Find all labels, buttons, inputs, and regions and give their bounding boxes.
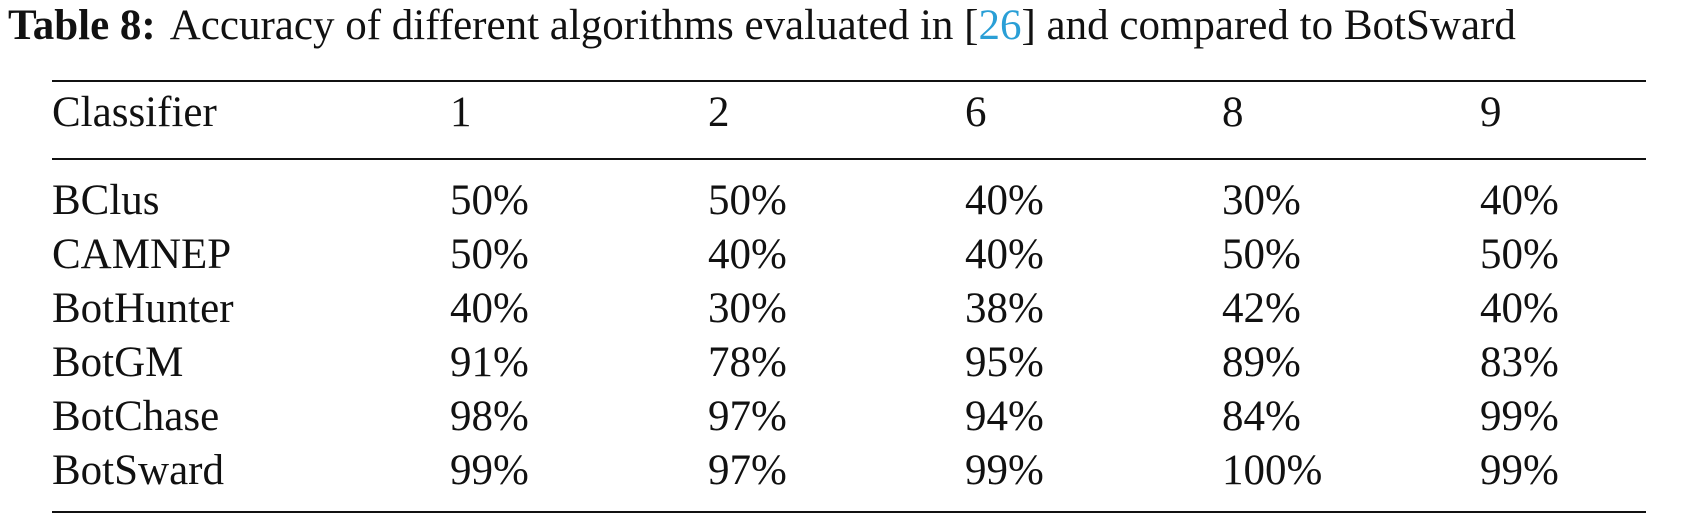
table-cell: 50% (1222, 231, 1301, 278)
top-rule (52, 80, 1646, 82)
table-cell: 89% (1222, 339, 1301, 386)
row-label: BClus (52, 177, 160, 224)
table-cell: 30% (1222, 177, 1301, 224)
table-cell: 83% (1480, 339, 1559, 386)
table-cell: 40% (708, 231, 787, 278)
table-cell: 30% (708, 285, 787, 332)
table-cell: 40% (450, 285, 529, 332)
table-cell: 95% (965, 339, 1044, 386)
header-cell: 2 (708, 89, 730, 136)
table-cell: 40% (1480, 285, 1559, 332)
header-cell: 8 (1222, 89, 1244, 136)
bottom-rule (52, 511, 1646, 513)
header-cell: Classifier (52, 89, 217, 136)
table-cell: 50% (450, 231, 529, 278)
table-cell: 99% (1480, 447, 1559, 494)
table-cell: 40% (965, 231, 1044, 278)
header-cell: 1 (450, 89, 472, 136)
table-cell: 97% (708, 393, 787, 440)
table-cell: 97% (708, 447, 787, 494)
table-cell: 78% (708, 339, 787, 386)
table-cell: 50% (450, 177, 529, 224)
table-cell: 40% (1480, 177, 1559, 224)
table-cell: 99% (1480, 393, 1559, 440)
table-cell: 91% (450, 339, 529, 386)
table-cell: 50% (1480, 231, 1559, 278)
row-label: BotSward (52, 447, 224, 494)
table-cell: 94% (965, 393, 1044, 440)
row-label: BotHunter (52, 285, 234, 332)
citation-link[interactable]: 26 (978, 2, 1022, 49)
mid-rule (52, 158, 1646, 160)
table-cell: 100% (1222, 447, 1323, 494)
table-caption: Table 8: Accuracy of different algorithms… (8, 0, 1516, 52)
table-cell: 98% (450, 393, 529, 440)
caption-label: Table 8: (8, 2, 156, 49)
row-label: CAMNEP (52, 231, 232, 278)
table-cell: 99% (965, 447, 1044, 494)
header-cell: 9 (1480, 89, 1502, 136)
row-label: BotGM (52, 339, 184, 386)
table-cell: 38% (965, 285, 1044, 332)
table-cell: 50% (708, 177, 787, 224)
header-cell: 6 (965, 89, 987, 136)
table-cell: 42% (1222, 285, 1301, 332)
caption-text: ] and compared to BotSward (1021, 2, 1516, 49)
row-label: BotChase (52, 393, 220, 440)
table-cell: 84% (1222, 393, 1301, 440)
caption-text: Accuracy of different algorithms evaluat… (169, 2, 979, 49)
table-cell: 40% (965, 177, 1044, 224)
table-cell: 99% (450, 447, 529, 494)
